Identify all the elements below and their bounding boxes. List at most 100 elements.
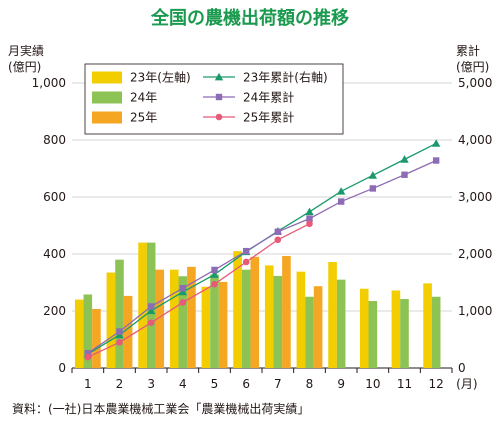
bar-2-month-6 [241, 269, 251, 368]
bar-2-month-2 [115, 259, 124, 368]
bar-2-month-1 [83, 294, 93, 368]
bar-2-month-4 [178, 276, 188, 368]
legend-label-line-1: 23年累計(右軸) [243, 70, 328, 85]
legend: 23年(左軸) 24年 25年 23年累計(右軸) 24年累計 25年累計 [84, 63, 344, 135]
left-axis-unit: (億円) [8, 60, 41, 74]
bar-3-month-8 [313, 286, 323, 368]
x-tick-label: 10 [365, 377, 380, 391]
line-point-1-4 [178, 287, 188, 296]
legend-box [84, 63, 344, 135]
x-tick-label: 5 [211, 377, 219, 391]
y-tick-label-right: 1,000 [458, 304, 492, 318]
x-tick-label: 1 [84, 377, 92, 391]
bar-3-month-2 [123, 295, 133, 368]
bar-1-month-9 [328, 261, 337, 368]
y-tick-label-right: 2,000 [458, 247, 492, 261]
bar-1-month-2 [106, 272, 116, 368]
line-point-3-7 [274, 236, 282, 244]
y-tick-label-left: 0 [58, 361, 66, 375]
line-point-2-7 [274, 228, 282, 235]
bar-1-month-1 [74, 299, 84, 368]
y-tick-label-right: 3,000 [458, 190, 492, 204]
line-point-2-2 [116, 328, 123, 335]
line-point-1-12 [431, 139, 441, 147]
right-axis-title: 累計 [456, 43, 480, 58]
bar-2-month-12 [431, 296, 441, 368]
bar-1-month-8 [296, 271, 306, 368]
y-tick-label-left: 600 [43, 190, 66, 204]
bar-3-month-6 [250, 256, 260, 368]
line-point-3-8 [306, 220, 313, 228]
legend-label-bar-3: 25年 [130, 111, 157, 125]
line-point-1-3 [146, 306, 156, 315]
x-tick-label: 2 [116, 377, 124, 391]
line-point-1-8 [305, 207, 314, 216]
y-tick-label-right: 4,000 [458, 133, 492, 147]
line-point-1-9 [336, 187, 346, 195]
line-point-2-12 [432, 157, 440, 164]
legend-swatch-bar-3 [92, 111, 122, 124]
line-point-2-5 [211, 266, 218, 274]
line-point-3-6 [242, 258, 250, 266]
bar-1-month-11 [391, 290, 401, 368]
line-point-2-11 [401, 171, 408, 178]
y-tick-label-right: 0 [458, 361, 466, 375]
line-point-1-10 [368, 171, 378, 179]
line-point-2-6 [242, 247, 250, 255]
bar-2-month-11 [400, 299, 409, 368]
legend-marker-3 [215, 113, 223, 121]
x-tick-label: 9 [337, 377, 345, 391]
y-tick-label-left: 1,000 [32, 76, 66, 90]
legend-label-line-3: 25年累計 [243, 110, 294, 125]
line-point-3-3 [147, 319, 155, 326]
line-point-2-8 [306, 215, 313, 222]
y-tick-label-left: 400 [43, 247, 66, 261]
line-series-2 [87, 159, 437, 354]
x-tick-label: 12 [429, 377, 444, 391]
x-tick-label: 4 [179, 377, 187, 391]
bars [74, 242, 441, 368]
legend-swatch-bar-2 [92, 91, 122, 104]
bar-3-month-4 [187, 266, 196, 368]
bar-2-month-9 [336, 279, 346, 368]
chart-title: 全国の農機出荷額の推移 [151, 8, 349, 29]
line-point-3-5 [211, 280, 218, 288]
line-point-2-4 [179, 285, 187, 292]
bar-2-month-7 [273, 275, 283, 368]
bar-1-month-4 [169, 269, 179, 368]
line-point-2-9 [337, 198, 345, 205]
bar-1-month-3 [138, 242, 147, 368]
legend-marker-2 [215, 93, 223, 101]
legend-marker-1 [214, 72, 224, 81]
bar-2-month-10 [368, 301, 378, 368]
bar-1-month-10 [359, 288, 369, 368]
line-point-1-5 [210, 270, 219, 278]
source-note: 資料：(一社)日本農業機械工業会「農業機械出荷実績」 [12, 402, 310, 416]
right-axis-unit: (億円) [456, 60, 489, 74]
cumulative-lines [83, 139, 441, 361]
x-tick-label: 11 [397, 377, 412, 391]
bar-3-month-1 [92, 309, 101, 368]
legend-label-bar-1: 23年(左軸) [130, 70, 191, 85]
legend-label-line-2: 24年累計 [243, 90, 294, 105]
line-series-3 [87, 223, 310, 358]
x-tick-label: 6 [242, 377, 250, 391]
line-point-3-4 [179, 299, 187, 306]
left-axis-title: 月実績 [8, 43, 44, 58]
legend-swatch-bar-1 [92, 71, 122, 84]
y-tick-label-right: 5,000 [458, 76, 492, 90]
bar-3-month-5 [218, 281, 228, 368]
bar-2-month-5 [210, 274, 219, 368]
bar-3-month-3 [155, 269, 165, 368]
bar-2-month-8 [305, 296, 314, 368]
axes: 0 0 200 1,000 400 2,000 600 3,000 800 4,000 1,000 5… [8, 43, 492, 391]
x-tick-label: 3 [147, 377, 155, 391]
line-point-3-1 [84, 353, 92, 361]
bar-3-month-7 [282, 255, 291, 368]
line-point-3-2 [116, 339, 123, 346]
x-tick-label: 8 [306, 377, 314, 391]
line-point-2-1 [84, 349, 92, 357]
legend-label-bar-2: 24年 [130, 91, 157, 105]
x-axis-unit: (月) [456, 377, 477, 391]
